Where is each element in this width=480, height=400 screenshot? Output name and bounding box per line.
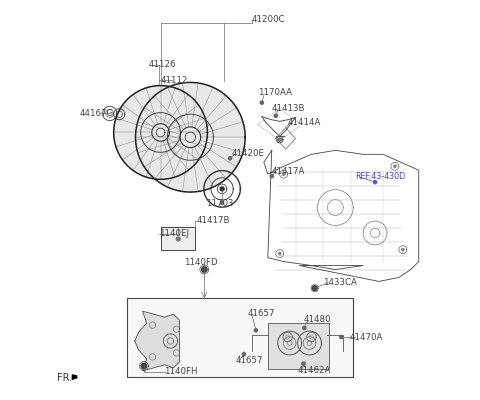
Bar — [127, 298, 353, 377]
Polygon shape — [135, 311, 180, 371]
Circle shape — [402, 248, 404, 251]
Circle shape — [340, 336, 343, 339]
Circle shape — [283, 173, 285, 175]
Text: 1170AA: 1170AA — [258, 88, 292, 97]
Text: 41126: 41126 — [149, 60, 176, 70]
Text: 41470A: 41470A — [349, 332, 383, 342]
Text: 1433CA: 1433CA — [324, 278, 357, 287]
Circle shape — [202, 267, 207, 272]
Text: 41480: 41480 — [303, 315, 331, 324]
Bar — [161, 228, 195, 250]
Circle shape — [312, 286, 317, 290]
Text: 11703: 11703 — [206, 199, 234, 208]
Text: 41657: 41657 — [236, 356, 264, 365]
Text: 41200C: 41200C — [252, 15, 286, 24]
Circle shape — [278, 252, 281, 255]
Text: 1140FH: 1140FH — [164, 368, 197, 376]
Text: 41414A: 41414A — [288, 118, 321, 127]
Text: 41417A: 41417A — [272, 167, 305, 176]
Circle shape — [220, 201, 224, 204]
Text: 1140FD: 1140FD — [184, 258, 218, 267]
Circle shape — [242, 352, 246, 356]
Polygon shape — [72, 375, 77, 380]
Circle shape — [260, 101, 264, 104]
Circle shape — [373, 180, 377, 184]
Circle shape — [270, 174, 274, 178]
Circle shape — [254, 329, 257, 332]
Text: 41462A: 41462A — [298, 366, 331, 375]
Text: 41112: 41112 — [160, 76, 188, 85]
Circle shape — [302, 362, 305, 365]
Circle shape — [303, 326, 306, 330]
Circle shape — [394, 165, 396, 168]
Text: 41420E: 41420E — [232, 149, 265, 158]
Circle shape — [141, 363, 147, 369]
Text: 41417B: 41417B — [196, 216, 230, 225]
Text: 1140EJ: 1140EJ — [158, 229, 189, 238]
Text: 41413B: 41413B — [272, 104, 305, 113]
Bar — [268, 323, 329, 369]
Circle shape — [278, 138, 281, 141]
Circle shape — [176, 237, 180, 241]
Polygon shape — [114, 86, 207, 179]
Circle shape — [228, 157, 232, 160]
Text: 41657: 41657 — [248, 309, 276, 318]
Polygon shape — [135, 82, 245, 192]
Text: REF.43-430D: REF.43-430D — [355, 172, 406, 182]
Circle shape — [274, 114, 277, 117]
Text: 44167G: 44167G — [79, 109, 113, 118]
Text: FR.: FR. — [57, 373, 72, 383]
Circle shape — [220, 187, 224, 191]
